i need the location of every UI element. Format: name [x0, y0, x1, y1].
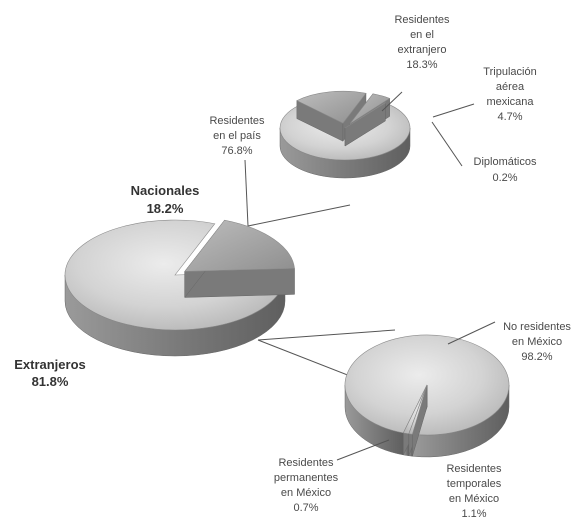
label-res-pais-1: Residentes	[209, 115, 265, 127]
pie-slice-residentes-permanentes-en-mexico	[408, 384, 428, 457]
label-res-pais-pct: 76.8%	[221, 145, 252, 157]
pie-slice-residentes-en-el-extranjero	[296, 90, 367, 142]
pie-slice-diplomaticos	[344, 102, 387, 147]
label-res-permanentes-pct: 0.7%	[293, 502, 318, 514]
label-nacionales-pct: 18.2%	[147, 201, 184, 216]
label-extranjeros-pct: 81.8%	[32, 374, 69, 389]
pie-main	[64, 219, 295, 357]
label-diplomaticos: Diplomáticos	[474, 156, 537, 168]
label-res-temporales-2: temporales	[447, 478, 502, 490]
leader-diplomaticos	[431, 121, 463, 167]
label-res-temporales-1: Residentes	[446, 463, 502, 475]
label-extranjeros: Extranjeros	[14, 357, 86, 372]
label-no-residentes-1: No residentes	[503, 321, 571, 333]
label-tripulacion-3: mexicana	[486, 96, 534, 108]
label-res-permanentes-3: en México	[281, 487, 331, 499]
label-nacionales: Nacionales	[131, 183, 200, 198]
pie-slice-nacionales	[184, 219, 295, 299]
leader-tripulacion	[432, 103, 475, 118]
leader-res-permanentes	[336, 439, 390, 461]
connector-line-upper	[247, 204, 351, 227]
label-tripulacion-2: aérea	[496, 81, 525, 93]
leader-res-extranjero	[381, 91, 403, 112]
label-res-permanentes-2: permanentes	[274, 472, 339, 484]
label-res-pais-2: en el país	[213, 130, 261, 142]
pie-nacionales-breakdown	[279, 90, 411, 179]
label-tripulacion-pct: 4.7%	[497, 111, 522, 123]
label-res-extranjero-2: en el	[410, 29, 434, 41]
label-res-temporales-3: en México	[449, 493, 499, 505]
connector-line-lower-2	[257, 329, 396, 341]
label-diplomaticos-pct: 0.2%	[492, 172, 517, 184]
label-res-extranjero-pct: 18.3%	[406, 59, 437, 71]
label-no-residentes-pct: 98.2%	[521, 351, 552, 363]
connector-line-upper-left	[244, 159, 249, 227]
pie-slice-extranjeros	[64, 219, 286, 357]
pie-extranjeros-breakdown	[344, 334, 510, 458]
leader-no-residentes	[447, 321, 496, 345]
label-no-residentes-2: en México	[512, 336, 562, 348]
label-res-permanentes-1: Residentes	[278, 457, 334, 469]
label-tripulacion-1: Tripulación	[483, 66, 536, 78]
label-res-extranjero-3: extranjero	[398, 44, 447, 56]
label-res-temporales-pct: 1.1%	[461, 508, 486, 520]
label-res-extranjero-1: Residentes	[394, 14, 450, 26]
